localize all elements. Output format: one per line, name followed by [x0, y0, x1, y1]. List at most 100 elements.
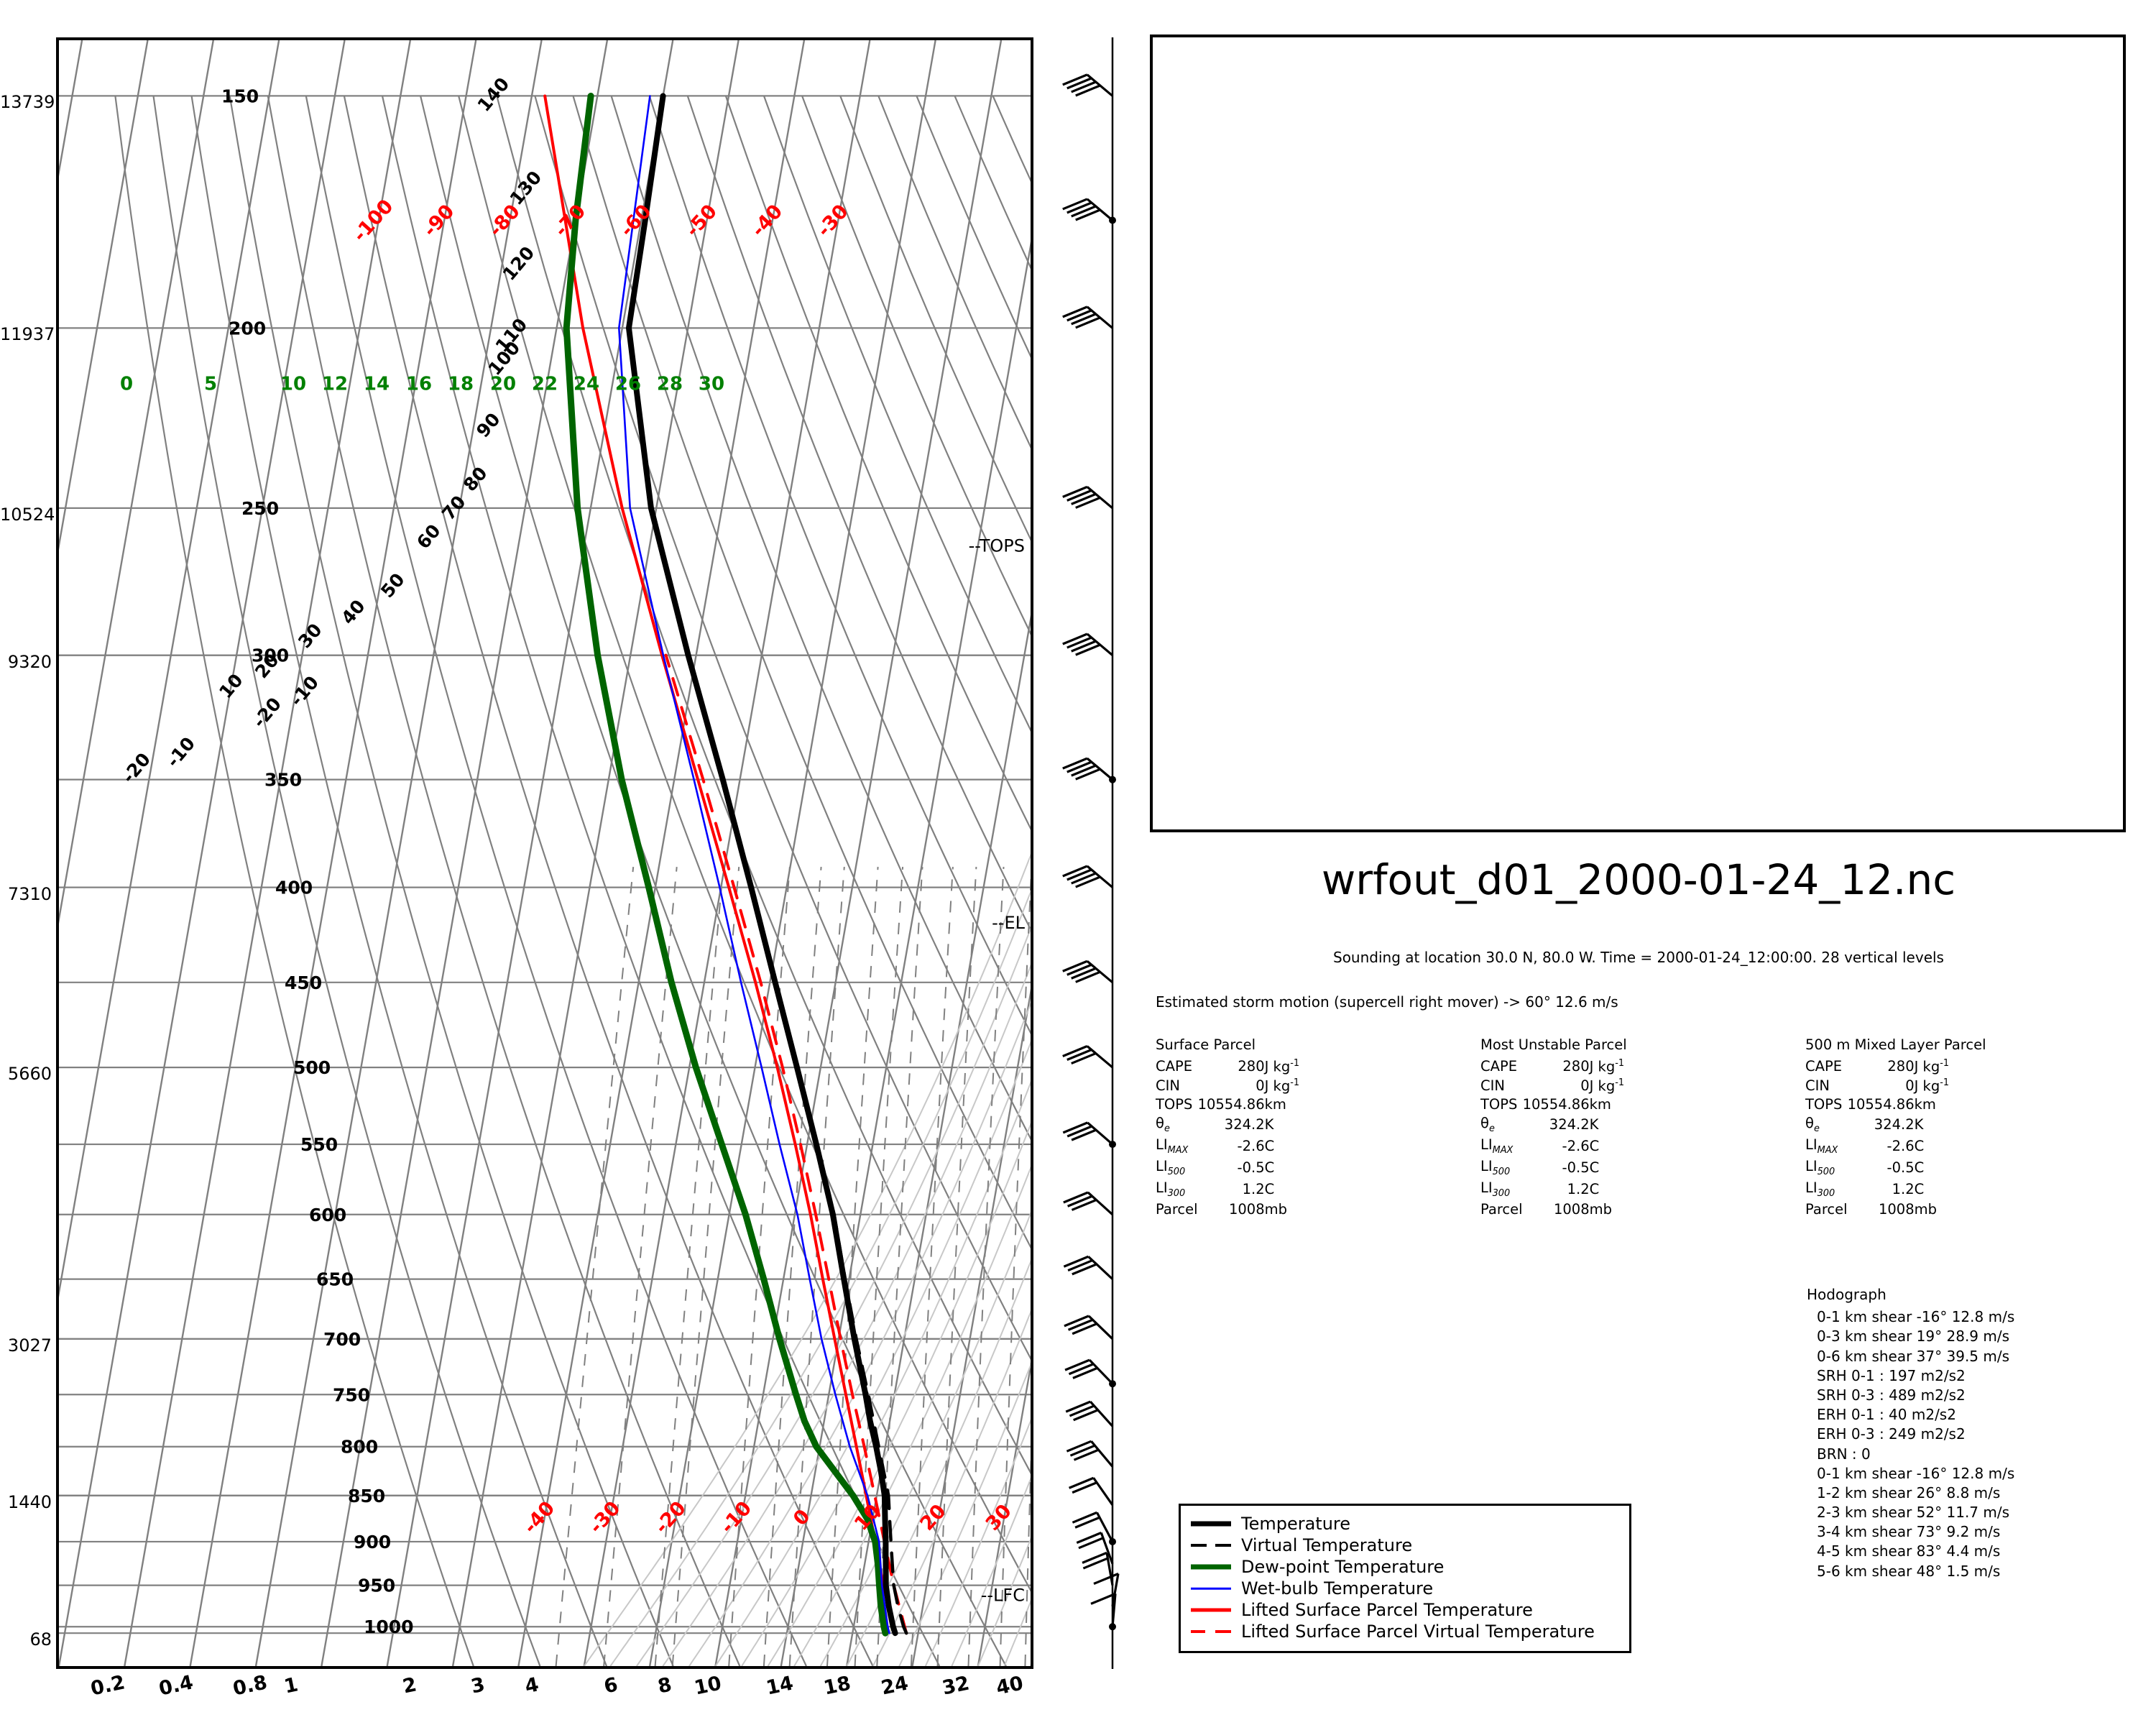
wind-barb [1093, 1573, 1120, 1607]
parcel-row-value: -2.6 [1886, 1138, 1915, 1155]
hodograph-stat-item: 1-2 km shear 26° 8.8 m/s [1817, 1484, 2001, 1501]
theta-label: 16 [406, 373, 432, 395]
parcel-row: CAPE 280 J kg-1 [1156, 1058, 1299, 1077]
pressure-label: 600 [309, 1205, 346, 1225]
mixing-ratio-axis-label: 24 [879, 1672, 911, 1700]
wind-barb [1066, 1440, 1114, 1468]
legend-item: Lifted Surface Parcel Temperature [1191, 1599, 1618, 1621]
parcel-row-label: LI500 [1156, 1158, 1186, 1178]
isotherm-label: -70 [550, 201, 591, 242]
parcel-row-value: 1.2 [1892, 1181, 1915, 1198]
mixing-ratio-axis-label: 10 [692, 1672, 724, 1700]
parcel-row: CAPE 280 J kg-1 [1480, 1058, 1624, 1077]
parcel-row: θe 324.2 K [1480, 1115, 1624, 1136]
theta-label: 14 [364, 373, 390, 395]
legend-item: Temperature [1191, 1513, 1618, 1535]
parcel-row: Parcel 1008 mb [1480, 1201, 1624, 1220]
parcel-row-value: 0 [1580, 1077, 1590, 1094]
theta-label: 20 [490, 373, 516, 395]
parcel-row-unit: C [1914, 1159, 1925, 1177]
hodograph-stat-item: 3-4 km shear 73° 9.2 m/s [1817, 1523, 2001, 1541]
parcel-row-value: 1008 [1228, 1201, 1265, 1218]
page-title: wrfout_d01_2000-01-24_12.nc [1321, 855, 1956, 904]
hodograph-panel: -20-15-10-551015202015105-5-10-15-200.01… [1150, 34, 2126, 832]
parcel-row-label: LI500 [1480, 1158, 1511, 1178]
parcel-row: LI300 1.2 C [1156, 1179, 1299, 1201]
moist-adiabat-label: -10 [162, 733, 199, 771]
parcel-row-label: TOPS [1156, 1096, 1193, 1113]
legend-item-label: Virtual Temperature [1241, 1535, 1413, 1555]
parcel-row-unit: C [1589, 1138, 1600, 1155]
most-unstable-parcel-block: Most Unstable Parcel CAPE 280 J kg-1 CIN 0 J … [1480, 1036, 1627, 1220]
mixing-ratio-axis-label: 40 [994, 1672, 1026, 1700]
height-label: 7310 [7, 883, 52, 904]
height-label: 5660 [7, 1064, 52, 1085]
parcel-table: CAPE 280 J kg-1 CIN 0 J kg-1 TOPS 10554.86 km θe 3… [1480, 1058, 1624, 1220]
parcel-row-label: LIMAX [1480, 1136, 1514, 1156]
isotherm-label: 20 [916, 1500, 950, 1535]
pressure-label: 400 [275, 878, 313, 898]
parcel-row: Parcel 1008 mb [1156, 1201, 1299, 1220]
pressure-label: 750 [333, 1384, 370, 1405]
theta-label: 0 [120, 373, 133, 395]
mixing-ratio-axis-label: 1 [282, 1673, 300, 1698]
parcel-row-unit: J kg-1 [1264, 1058, 1300, 1075]
parcel-row-unit: J kg-1 [1589, 1077, 1625, 1094]
legend-swatch-icon [1191, 1538, 1231, 1552]
isotherm-label: -30 [813, 201, 853, 242]
parcel-row-unit: C [1264, 1181, 1275, 1198]
wind-barb [1065, 1400, 1114, 1427]
wind-barb [1062, 485, 1114, 510]
wind-barb [1063, 1191, 1114, 1215]
pressure-label: 800 [341, 1437, 378, 1458]
sounding-curve [664, 653, 908, 1635]
parcel-row: Parcel 1008 mb [1805, 1201, 1949, 1220]
parcel-row: TOPS 10554.86 km [1805, 1096, 1949, 1115]
legend-item-label: Lifted Surface Parcel Virtual Temperatur… [1241, 1622, 1595, 1642]
moist-adiabat-label: 140 [474, 73, 514, 116]
legend-item-label: Temperature [1241, 1514, 1351, 1534]
sounding-subtitle: Sounding at location 30.0 N, 80.0 W. Tim… [1333, 949, 1944, 966]
height-label: 13739 [0, 92, 55, 113]
pressure-label: 850 [348, 1486, 385, 1506]
pressure-label: 950 [358, 1576, 395, 1596]
hodograph-stat-item: 4-5 km shear 83° 4.4 m/s [1817, 1542, 2001, 1560]
parcel-row-label: TOPS [1805, 1096, 1843, 1113]
parcel-row-value: 1008 [1878, 1201, 1915, 1218]
legend-swatch-icon [1191, 1560, 1231, 1574]
mixing-ratio-axis-label: 32 [940, 1672, 972, 1700]
height-label: 9320 [7, 651, 52, 672]
legend-swatch-icon [1191, 1603, 1231, 1617]
parcel-row: TOPS 10554.86 km [1156, 1096, 1299, 1115]
theta-label: 28 [657, 373, 683, 395]
parcel-table: CAPE 280 J kg-1 CIN 0 J kg-1 TOPS 10554.86 km θe 3… [1805, 1058, 1949, 1220]
parcel-row-unit: mb [1589, 1201, 1612, 1218]
isotherm-label: 0 [789, 1505, 815, 1530]
wind-barb [1064, 1358, 1116, 1388]
height-label: 3027 [7, 1335, 52, 1356]
legend-item-label: Wet-bulb Temperature [1241, 1578, 1434, 1598]
parcel-row: LIMAX -2.6 C [1480, 1136, 1624, 1158]
pressure-label: 250 [241, 498, 279, 519]
parcel-row-unit: km [1589, 1096, 1611, 1113]
wind-barb [1062, 198, 1116, 224]
pressure-label: 900 [354, 1532, 391, 1552]
level-annotation: --TOPS [969, 536, 1025, 556]
parcel-row: LI500 -0.5 C [1805, 1158, 1949, 1179]
moist-adiabat-label: 70 [438, 492, 470, 524]
parcel-row-value: 280 [1562, 1058, 1590, 1075]
hodograph-stat-item: SRH 0-3 : 489 m2/s2 [1817, 1386, 1966, 1404]
parcel-row-label: CAPE [1805, 1058, 1843, 1075]
parcel-row-value: 10554.86 [1197, 1096, 1265, 1113]
pressure-label: 500 [293, 1057, 331, 1078]
sounding-curve [543, 94, 897, 1635]
parcel-table: CAPE 280 J kg-1 CIN 0 J kg-1 TOPS 10554.86 km θe 3… [1156, 1058, 1299, 1220]
isotherm-label: -100 [349, 196, 397, 247]
parcel-row-label: Parcel [1805, 1201, 1848, 1218]
parcel-row-unit: C [1914, 1138, 1925, 1155]
parcel-row-label: LI300 [1480, 1179, 1511, 1200]
parcel-row-value: 1.2 [1567, 1181, 1590, 1198]
mixing-ratio-axis-label: 8 [655, 1673, 674, 1698]
moist-adiabat-label: 60 [413, 520, 445, 553]
parcel-row-label: Parcel [1480, 1201, 1523, 1218]
